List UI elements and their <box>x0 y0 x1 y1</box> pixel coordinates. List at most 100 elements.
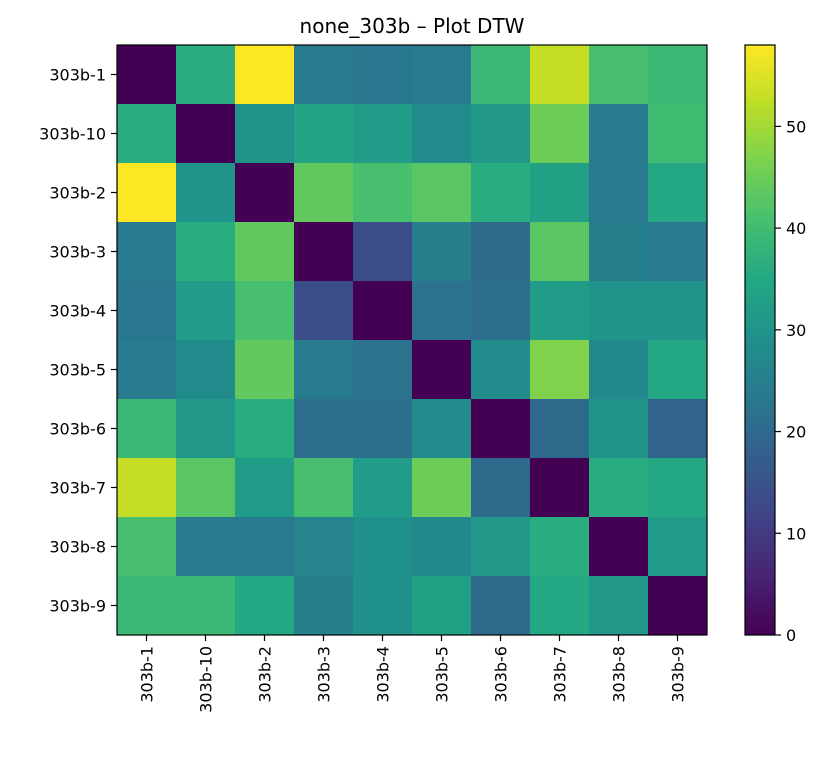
heatmap-cell <box>471 340 531 400</box>
heatmap-cell <box>353 576 413 636</box>
heatmap-cell <box>412 399 472 459</box>
heatmap-cell <box>117 399 177 459</box>
heatmap-cell <box>235 281 295 341</box>
heatmap-cell <box>176 458 236 518</box>
heatmap-cell <box>176 340 236 400</box>
heatmap-cell <box>530 458 590 518</box>
y-tick-label: 303b-1 <box>49 66 106 85</box>
heatmap-cell <box>412 576 472 636</box>
heatmap-cell <box>294 104 354 164</box>
heatmap-cell <box>589 222 649 282</box>
heatmap-cell <box>648 458 708 518</box>
heatmap-cell <box>117 163 177 223</box>
heatmap-cell <box>176 517 236 577</box>
heatmap-cell <box>648 222 708 282</box>
chart-title: none_303b – Plot DTW <box>300 14 525 38</box>
colorbar-tick-label: 0 <box>786 626 796 645</box>
heatmap-cell <box>176 104 236 164</box>
heatmap-cell <box>235 399 295 459</box>
heatmap-cell <box>294 340 354 400</box>
heatmap-cell <box>176 399 236 459</box>
heatmap-cell <box>589 281 649 341</box>
x-tick-label: 303b-6 <box>492 646 511 703</box>
y-tick-label: 303b-2 <box>49 184 106 203</box>
heatmap-cell <box>648 517 708 577</box>
heatmap-cell <box>589 45 649 105</box>
heatmap-cell <box>294 45 354 105</box>
heatmap-cell <box>412 281 472 341</box>
heatmap-cell <box>530 576 590 636</box>
heatmap-cell <box>648 576 708 636</box>
heatmap-cell <box>589 163 649 223</box>
y-tick-label: 303b-5 <box>49 361 106 380</box>
y-tick-label: 303b-7 <box>49 479 106 498</box>
heatmap-cell <box>117 104 177 164</box>
x-tick-label: 303b-8 <box>610 646 629 703</box>
colorbar-tick-label: 30 <box>786 321 806 340</box>
colorbar-tick-label: 20 <box>786 423 806 442</box>
y-tick-label: 303b-3 <box>49 243 106 262</box>
heatmap-cell <box>412 340 472 400</box>
y-tick-label: 303b-6 <box>49 420 106 439</box>
heatmap-cell <box>471 104 531 164</box>
heatmap-cell <box>353 163 413 223</box>
heatmap-cell <box>235 340 295 400</box>
heatmap-cell <box>648 104 708 164</box>
heatmap-cell <box>235 104 295 164</box>
heatmap-cell <box>235 163 295 223</box>
heatmap-cell <box>353 517 413 577</box>
heatmap-cell <box>235 576 295 636</box>
heatmap-cell <box>176 163 236 223</box>
x-tick-label: 303b-2 <box>256 646 275 703</box>
heatmap-cell <box>589 399 649 459</box>
heatmap-cell <box>294 576 354 636</box>
y-tick-label: 303b-8 <box>49 538 106 557</box>
y-axis-ticks: 303b-1 303b-10 303b-2 303b-3 303b-4 303b-5 303… <box>39 66 117 616</box>
x-tick-label: 303b-4 <box>374 646 393 703</box>
heatmap-cell <box>530 104 590 164</box>
heatmap-cell <box>176 281 236 341</box>
heatmap-cell <box>117 576 177 636</box>
colorbar-tick-label: 10 <box>786 524 806 543</box>
heatmap-cell <box>530 45 590 105</box>
heatmap-cell <box>235 45 295 105</box>
heatmap-cell <box>412 222 472 282</box>
heatmap-cell <box>412 45 472 105</box>
heatmap-cell <box>471 281 531 341</box>
heatmap-cell <box>589 517 649 577</box>
colorbar-tick-label: 50 <box>786 117 806 136</box>
heatmap-cell <box>235 517 295 577</box>
heatmap-cell <box>530 340 590 400</box>
heatmap-cell <box>353 458 413 518</box>
heatmap-cell <box>353 45 413 105</box>
heatmap-cell <box>412 163 472 223</box>
heatmap-cell <box>176 45 236 105</box>
heatmap-cell <box>471 458 531 518</box>
heatmap-cell <box>294 281 354 341</box>
x-axis-ticks: 303b-1 303b-10 303b-2 303b-3 303b-4 303b-5 303… <box>138 635 688 713</box>
heatmap-cell <box>589 576 649 636</box>
heatmap-cell <box>471 222 531 282</box>
heatmap-cell <box>530 517 590 577</box>
heatmap-cell <box>530 222 590 282</box>
heatmap-cell <box>117 45 177 105</box>
colorbar-tick-label: 40 <box>786 219 806 238</box>
heatmap-cell <box>176 222 236 282</box>
heatmap-cell <box>530 163 590 223</box>
colorbar <box>744 44 776 636</box>
heatmap-cell <box>471 163 531 223</box>
heatmap-cell <box>648 45 708 105</box>
heatmap-cell <box>648 340 708 400</box>
heatmap-cell <box>471 399 531 459</box>
y-tick-label: 303b-4 <box>49 302 106 321</box>
colorbar-ticks: 0 10 20 30 40 50 <box>775 117 806 645</box>
heatmap-cell <box>353 281 413 341</box>
x-tick-label: 303b-3 <box>315 646 334 703</box>
heatmap-cell <box>589 458 649 518</box>
x-tick-label: 303b-1 <box>138 646 157 703</box>
heatmap-cell <box>589 340 649 400</box>
heatmap-cell <box>353 340 413 400</box>
x-tick-label: 303b-10 <box>197 646 216 713</box>
heatmap-cell <box>412 517 472 577</box>
